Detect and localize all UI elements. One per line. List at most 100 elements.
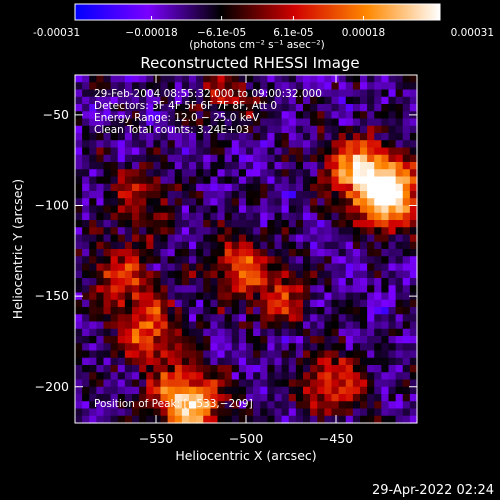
heatmap-cell xyxy=(103,299,112,308)
heatmap-cell xyxy=(210,234,219,243)
heatmap-cell xyxy=(360,328,368,337)
heatmap-cell xyxy=(310,140,318,149)
heatmap-cell xyxy=(231,401,240,410)
heatmap-cell xyxy=(303,292,311,301)
heatmap-cell xyxy=(110,205,119,214)
heatmap-cell xyxy=(345,183,354,192)
heatmap-cell xyxy=(110,372,119,381)
heatmap-cell xyxy=(253,241,261,250)
heatmap-cell xyxy=(124,321,133,330)
heatmap-cell xyxy=(331,205,340,214)
heatmap-cell xyxy=(124,147,133,156)
heatmap-cell xyxy=(331,415,340,424)
heatmap-cell xyxy=(238,256,247,265)
heatmap-cell xyxy=(231,408,240,417)
heatmap-cell xyxy=(103,415,112,424)
heatmap-cell xyxy=(124,365,133,373)
heatmap-cell xyxy=(224,169,233,178)
heatmap-cell xyxy=(310,401,318,410)
heatmap-cell xyxy=(324,111,333,120)
heatmap-cell xyxy=(139,118,147,127)
heatmap-cell xyxy=(246,183,254,192)
heatmap-cell xyxy=(381,220,390,228)
heatmap-cell xyxy=(196,365,204,373)
heatmap-cell xyxy=(110,278,119,286)
heatmap-cell xyxy=(189,241,197,250)
heatmap-cell xyxy=(238,133,247,141)
heatmap-cell xyxy=(124,220,133,228)
heatmap-cell xyxy=(281,394,290,402)
heatmap-cell xyxy=(274,133,283,141)
heatmap-cell xyxy=(224,198,233,207)
heatmap-cell xyxy=(117,183,126,192)
heatmap-cell xyxy=(246,270,254,279)
heatmap-cell xyxy=(274,169,283,178)
heatmap-cell xyxy=(124,227,133,236)
heatmap-cell xyxy=(181,154,190,163)
heatmap-cell xyxy=(388,415,397,424)
heatmap-cell xyxy=(189,336,197,344)
heatmap-cell xyxy=(117,343,126,352)
heatmap-cell xyxy=(374,104,382,112)
heatmap-cell xyxy=(132,82,140,91)
heatmap-cell xyxy=(82,379,90,388)
heatmap-cell xyxy=(409,256,418,265)
heatmap-cell xyxy=(103,75,112,83)
heatmap-cell xyxy=(367,350,375,359)
heatmap-cell xyxy=(96,350,105,359)
heatmap-cell xyxy=(381,256,390,265)
heatmap-cell xyxy=(132,379,140,388)
heatmap-cell xyxy=(338,89,347,98)
heatmap-cell xyxy=(231,147,240,156)
heatmap-cell xyxy=(117,133,126,141)
heatmap-cell xyxy=(160,270,169,279)
heatmap-cell xyxy=(160,350,169,359)
heatmap-cell xyxy=(153,133,162,141)
heatmap-cell xyxy=(352,292,361,301)
heatmap-cell xyxy=(267,212,276,221)
heatmap-cell xyxy=(402,263,411,272)
heatmap-cell xyxy=(160,220,169,228)
heatmap-cell xyxy=(217,169,226,178)
heatmap-cell xyxy=(281,365,290,373)
heatmap-cell xyxy=(274,401,283,410)
heatmap-cell xyxy=(153,162,162,170)
heatmap-cell xyxy=(196,314,204,323)
heatmap-cell xyxy=(117,263,126,272)
heatmap-cell xyxy=(203,183,211,192)
heatmap-cell xyxy=(231,365,240,373)
heatmap-cell xyxy=(231,111,240,120)
heatmap-cell xyxy=(224,270,233,279)
heatmap-cell xyxy=(153,234,162,243)
heatmap-cell xyxy=(395,183,404,192)
heatmap-cell xyxy=(367,154,375,163)
heatmap-cell xyxy=(117,328,126,337)
heatmap-cell xyxy=(89,220,97,228)
heatmap-cell xyxy=(367,292,375,301)
heatmap-cell xyxy=(146,125,154,134)
heatmap-cell xyxy=(146,256,154,265)
heatmap-cell xyxy=(124,82,133,91)
heatmap-cell xyxy=(181,220,190,228)
heatmap-cell xyxy=(246,220,254,228)
heatmap-cell xyxy=(367,220,375,228)
heatmap-cell xyxy=(217,241,226,250)
heatmap-cell xyxy=(196,285,204,294)
heatmap-cell xyxy=(75,104,83,112)
heatmap-cell xyxy=(367,205,375,214)
heatmap-cell xyxy=(160,357,169,366)
heatmap-cell xyxy=(246,169,254,178)
heatmap-cell xyxy=(310,256,318,265)
heatmap-cell xyxy=(402,147,411,156)
heatmap-cell xyxy=(295,205,304,214)
heatmap-cell xyxy=(203,314,211,323)
heatmap-cell xyxy=(75,227,83,236)
heatmap-cell xyxy=(82,386,90,395)
heatmap-cell xyxy=(274,191,283,199)
heatmap-cell xyxy=(174,82,183,91)
heatmap-cell xyxy=(139,365,147,373)
heatmap-cell xyxy=(317,336,325,344)
heatmap-cell xyxy=(153,343,162,352)
heatmap-cell xyxy=(381,386,390,395)
heatmap-cell xyxy=(303,169,311,178)
